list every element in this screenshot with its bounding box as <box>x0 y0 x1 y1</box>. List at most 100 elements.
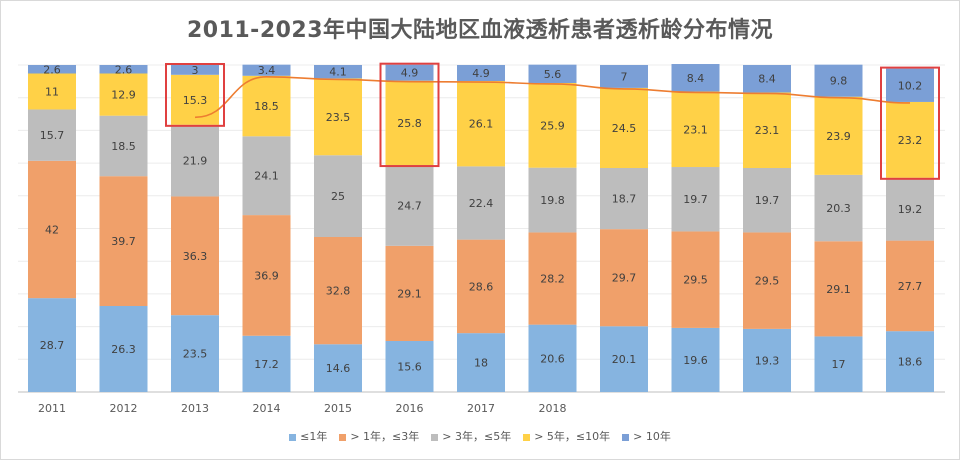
data-label: 23.1 <box>755 124 780 137</box>
legend-swatch <box>431 433 439 441</box>
bar-segment-2011-s2 <box>28 109 76 161</box>
bar-segment-2013-s4 <box>171 65 219 75</box>
legend-item: > 3年，≤5年 <box>431 428 511 444</box>
legend-item: > 1年，≤3年 <box>339 428 419 444</box>
bar-segment-2016-s1 <box>385 245 434 341</box>
bar-segment-2023-s3 <box>886 101 934 178</box>
data-label: 24.7 <box>397 199 422 212</box>
data-label: 11 <box>45 85 59 98</box>
data-label: 25.8 <box>397 117 422 130</box>
bar-segment-2022-s4 <box>814 64 863 97</box>
bar-segment-2020-s0 <box>671 327 720 392</box>
data-label: 24.1 <box>254 170 279 183</box>
data-label: 3 <box>192 64 199 77</box>
data-label: 3.4 <box>258 64 276 77</box>
bar-segment-2019-s2 <box>600 168 648 230</box>
data-label: 28.7 <box>40 339 65 352</box>
bar-segment-2017-s1 <box>457 239 505 334</box>
data-label: 20.3 <box>826 202 851 215</box>
legend-label: > 1年，≤3年 <box>350 430 420 443</box>
legend-swatch <box>622 433 630 441</box>
x-tick-label: 2018 <box>539 402 567 415</box>
bar-segment-2021-s4 <box>743 65 791 93</box>
data-label: 29.5 <box>755 275 780 288</box>
bar-segment-2011-s3 <box>28 73 76 110</box>
bar-segment-2017-s0 <box>457 333 505 392</box>
bars <box>28 64 934 392</box>
data-label: 21.9 <box>183 155 208 168</box>
data-label: 19.8 <box>540 194 565 207</box>
data-label: 23.9 <box>826 130 851 143</box>
legend: ≤1年 > 1年，≤3年 > 3年，≤5年 > 5年，≤10年 > 10年 <box>0 428 960 444</box>
data-label: 36.9 <box>254 269 279 282</box>
bar-segment-2013-s0 <box>171 315 219 392</box>
bar-segment-2018-s0 <box>528 324 577 392</box>
bar-segment-2011-s4 <box>28 65 76 74</box>
data-label: 4.9 <box>401 67 419 80</box>
legend-swatch <box>523 433 531 441</box>
data-label: 23.1 <box>683 123 708 136</box>
bar-segment-2020-s3 <box>671 91 720 168</box>
bar-segment-2021-s1 <box>743 232 791 329</box>
bar-segment-2016-s3 <box>385 80 434 166</box>
data-label: 29.1 <box>826 283 851 296</box>
bar-segment-2013-s3 <box>171 74 219 125</box>
data-label: 17 <box>832 358 846 371</box>
data-label: 39.7 <box>111 235 136 248</box>
bar-segment-2023-s4 <box>886 68 934 102</box>
bar-segment-2015-s1 <box>314 237 362 345</box>
highlight-boxes <box>165 62 940 180</box>
x-tick-label: 2016 <box>396 402 424 415</box>
bar-segment-2019-s3 <box>600 87 648 169</box>
bar-segment-2014-s3 <box>242 75 291 137</box>
trend-line-group <box>194 75 911 119</box>
bar-segment-2022-s0 <box>814 336 863 392</box>
legend-swatch <box>289 433 297 441</box>
highlight-box-2016 <box>379 62 440 168</box>
data-label: 25.9 <box>540 119 565 132</box>
bar-segment-2021-s2 <box>743 168 791 233</box>
data-label: 15.6 <box>397 360 422 373</box>
data-label: 17.2 <box>254 358 279 371</box>
bar-segment-2013-s1 <box>171 196 219 316</box>
data-label: 19.2 <box>898 203 923 216</box>
data-label: 7 <box>621 70 628 83</box>
data-label: 4.9 <box>472 67 490 80</box>
x-tick-label: 2012 <box>110 402 138 415</box>
legend-item: ≤1年 <box>289 428 327 444</box>
bar-segment-2021-s3 <box>743 92 791 169</box>
bar-segment-2012-s0 <box>99 305 148 392</box>
data-label: 42 <box>45 223 59 236</box>
data-label: 26.1 <box>469 118 494 131</box>
bar-segment-2012-s4 <box>99 65 148 74</box>
data-label: 28.2 <box>540 273 565 286</box>
data-label: 28.6 <box>469 280 494 293</box>
data-label: 23.5 <box>183 348 208 361</box>
bar-segment-2017-s4 <box>457 65 505 82</box>
bar-segment-2018-s2 <box>528 167 577 233</box>
data-label: 18.6 <box>898 356 923 369</box>
data-label: 2.6 <box>43 63 61 76</box>
legend-label: > 10年 <box>633 430 671 443</box>
data-label: 19.6 <box>683 354 708 367</box>
bar-segment-2011-s0 <box>28 298 76 392</box>
data-label: 8.4 <box>758 73 776 86</box>
data-label: 27.7 <box>898 280 923 293</box>
bar-segment-2016-s4 <box>385 64 434 81</box>
bar-segment-2014-s0 <box>242 335 291 392</box>
highlight-box-2023 <box>880 66 940 180</box>
bar-segment-2015-s3 <box>314 78 362 156</box>
bar-segment-2016-s0 <box>385 340 434 392</box>
data-label: 29.5 <box>683 274 708 287</box>
legend-label: ≤1年 <box>300 430 328 443</box>
x-tick-label: 2017 <box>467 402 495 415</box>
data-label: 18.5 <box>111 140 136 153</box>
data-label: 8.4 <box>687 72 705 85</box>
data-label: 20.1 <box>612 353 637 366</box>
bar-segment-2023-s0 <box>886 331 934 392</box>
bar-segment-2014-s1 <box>242 215 291 336</box>
bar-segment-2018-s3 <box>528 82 577 168</box>
bar-segment-2016-s2 <box>385 165 434 246</box>
bar-segment-2018-s4 <box>528 64 577 83</box>
